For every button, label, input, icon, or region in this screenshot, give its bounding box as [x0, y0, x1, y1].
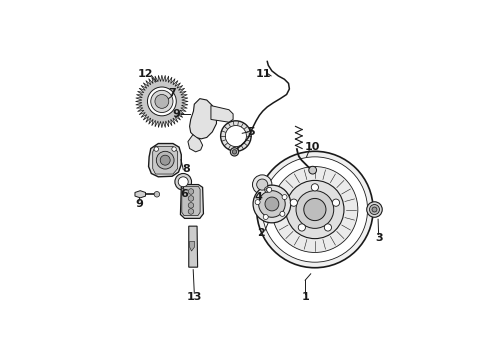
Circle shape	[309, 166, 317, 174]
Text: 11: 11	[256, 69, 271, 79]
Circle shape	[282, 194, 287, 199]
Text: 3: 3	[375, 233, 383, 243]
Circle shape	[367, 202, 382, 217]
Circle shape	[372, 207, 377, 212]
Circle shape	[230, 148, 239, 156]
Polygon shape	[180, 185, 203, 219]
Text: 7: 7	[168, 88, 176, 98]
Text: 2: 2	[257, 228, 265, 238]
Polygon shape	[136, 75, 188, 128]
Text: 12: 12	[138, 69, 153, 79]
Circle shape	[178, 177, 188, 187]
Text: 5: 5	[247, 127, 255, 137]
Circle shape	[332, 199, 340, 206]
Circle shape	[188, 196, 194, 201]
Circle shape	[267, 187, 272, 192]
Polygon shape	[148, 144, 181, 177]
Circle shape	[298, 224, 305, 231]
Circle shape	[151, 90, 173, 112]
Circle shape	[252, 175, 272, 194]
Polygon shape	[135, 191, 146, 198]
Circle shape	[324, 224, 332, 231]
Circle shape	[155, 94, 169, 108]
Circle shape	[188, 203, 194, 208]
Circle shape	[286, 180, 344, 239]
Circle shape	[263, 215, 268, 220]
Circle shape	[259, 191, 285, 217]
Circle shape	[147, 87, 176, 116]
Circle shape	[255, 200, 260, 204]
Circle shape	[290, 199, 297, 206]
Polygon shape	[189, 226, 197, 267]
Text: 4: 4	[254, 192, 262, 202]
Circle shape	[257, 151, 373, 268]
Circle shape	[280, 211, 285, 216]
Circle shape	[172, 147, 176, 151]
Circle shape	[265, 197, 279, 211]
Circle shape	[160, 155, 170, 165]
Polygon shape	[211, 105, 233, 122]
Circle shape	[369, 204, 379, 215]
Circle shape	[154, 147, 159, 151]
Circle shape	[253, 185, 291, 223]
Polygon shape	[153, 146, 178, 174]
Circle shape	[311, 184, 318, 191]
Text: 1: 1	[301, 292, 309, 302]
Circle shape	[154, 192, 160, 197]
Text: 6: 6	[180, 189, 188, 199]
Polygon shape	[190, 242, 195, 251]
Circle shape	[225, 126, 246, 147]
Text: 9: 9	[135, 199, 143, 209]
Circle shape	[272, 167, 358, 252]
Circle shape	[232, 150, 237, 154]
Circle shape	[188, 189, 194, 194]
Circle shape	[266, 188, 269, 191]
Circle shape	[257, 179, 268, 190]
Polygon shape	[190, 99, 217, 139]
Circle shape	[296, 191, 334, 228]
Circle shape	[220, 121, 251, 151]
Circle shape	[175, 174, 192, 190]
Circle shape	[156, 151, 174, 169]
Circle shape	[304, 198, 326, 221]
Text: 8: 8	[182, 164, 190, 174]
Circle shape	[262, 157, 368, 262]
Circle shape	[188, 209, 194, 214]
Polygon shape	[188, 135, 203, 152]
Text: 10: 10	[304, 142, 320, 152]
Text: 9: 9	[172, 109, 180, 119]
Circle shape	[265, 187, 270, 192]
Text: 13: 13	[187, 292, 202, 302]
Polygon shape	[182, 186, 200, 216]
